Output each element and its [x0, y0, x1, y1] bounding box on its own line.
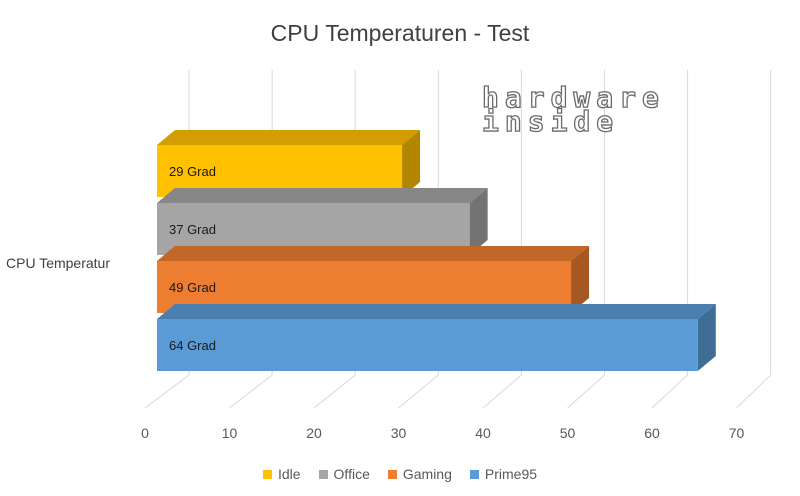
bars: 29 Grad 37 Grad 49 Grad 64 Grad — [157, 130, 716, 371]
legend-item-gaming: Gaming — [387, 466, 452, 482]
legend-item-office: Office — [318, 466, 370, 482]
x-tick-label-50: 50 — [560, 425, 576, 441]
x-tick-label-20: 20 — [306, 425, 322, 441]
x-tick-label-0: 0 — [141, 425, 149, 441]
data-label-idle: 29 Grad — [169, 164, 216, 179]
chart-title: CPU Temperaturen - Test — [270, 20, 530, 46]
bar-prime95 — [157, 304, 716, 371]
x-tick-label-10: 10 — [222, 425, 238, 441]
legend-item-idle: Idle — [262, 466, 301, 482]
bar-gaming — [157, 246, 590, 313]
data-label-gaming: 49 Grad — [169, 280, 216, 295]
category-label: CPU Temperatur — [6, 255, 110, 271]
x-tick-label-40: 40 — [475, 425, 491, 441]
chart-legend: Idle Office Gaming Prime95 — [0, 466, 800, 482]
gridline-70 — [736, 70, 772, 409]
data-label-office: 37 Grad — [169, 222, 216, 237]
legend-label: Gaming — [402, 466, 452, 482]
legend-swatch — [318, 469, 328, 479]
data-label-prime95: 64 Grad — [169, 338, 216, 353]
legend-swatch — [387, 469, 397, 479]
x-tick-label-30: 30 — [391, 425, 407, 441]
legend-item-prime95: Prime95 — [469, 466, 538, 482]
x-tick-label-70: 70 — [729, 425, 745, 441]
legend-swatch — [469, 469, 479, 479]
logo-line-2: inside — [481, 105, 620, 138]
category-axis: CPU Temperatur — [6, 255, 110, 271]
logo-line-1: hardware — [481, 81, 665, 114]
x-axis-tick-labels: 0 10 20 30 40 50 60 70 — [141, 425, 744, 441]
legend-swatch — [262, 469, 272, 479]
legend-label: Prime95 — [484, 466, 538, 482]
hardware-inside-logo: hardware inside — [481, 81, 665, 138]
legend-label: Office — [333, 466, 370, 482]
legend-label: Idle — [277, 466, 301, 482]
x-tick-label-60: 60 — [644, 425, 660, 441]
